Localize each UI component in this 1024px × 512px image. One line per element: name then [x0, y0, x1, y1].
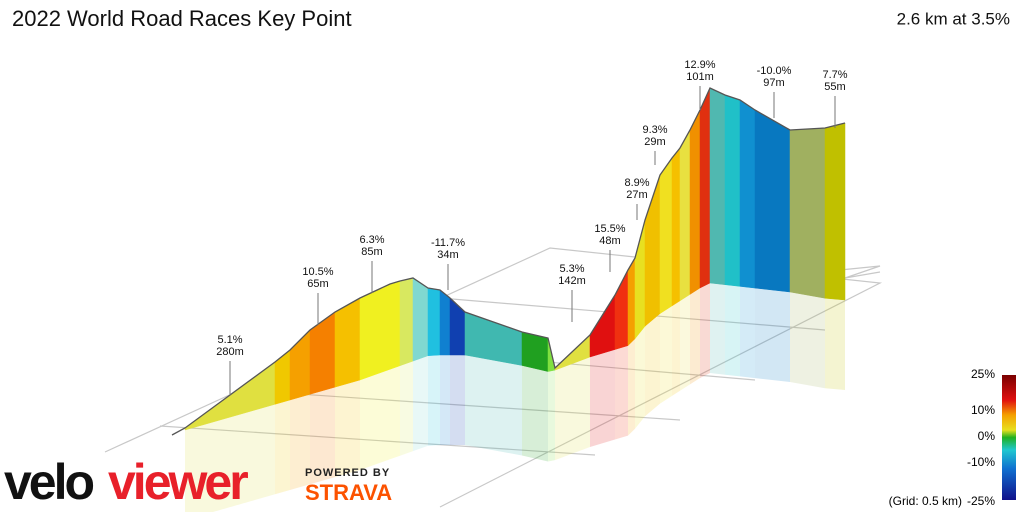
- powered-by: POWERED BY: [305, 467, 390, 479]
- gradient-label: 15.5%: [594, 223, 625, 235]
- gradient-label: 8.9%: [624, 177, 649, 189]
- gradient-strip: [709, 87, 726, 285]
- distance-label: 85m: [361, 246, 382, 258]
- gradient-strip: [659, 157, 673, 315]
- gradient-strip: [739, 99, 756, 289]
- legend-label: -10%: [967, 455, 995, 469]
- summary: 2.6 km at 3.5%: [897, 9, 1010, 28]
- reflection: [672, 300, 680, 396]
- reflection: [660, 305, 672, 404]
- reflection: [628, 338, 635, 436]
- reflection: [555, 357, 590, 461]
- gradient-strip: [427, 287, 441, 356]
- gradient-strip: [699, 87, 711, 289]
- reflection: [725, 284, 740, 377]
- gradient-label: -11.7%: [431, 237, 465, 249]
- reflection: [465, 355, 522, 456]
- reflection: [790, 292, 825, 389]
- reflection: [590, 349, 615, 447]
- distance-label: 101m: [686, 71, 714, 83]
- reflection: [360, 369, 390, 470]
- reflection: [310, 387, 335, 485]
- gradient-strip: [359, 283, 391, 381]
- gradient-strip: [824, 122, 846, 301]
- distance-label: 280m: [216, 346, 244, 358]
- reflection: [440, 355, 450, 445]
- distance-label: 34m: [437, 249, 458, 261]
- gradient-strip: [274, 349, 291, 405]
- gradient-strip: [334, 297, 361, 388]
- reflection: [413, 355, 428, 452]
- gradient-strip: [627, 257, 636, 347]
- gradient-label: 7.7%: [822, 69, 847, 81]
- reflection: [390, 365, 400, 460]
- reflection: [825, 298, 845, 390]
- reflection: [275, 400, 290, 495]
- legend-label: 0%: [978, 429, 996, 443]
- gradient-label: 6.3%: [359, 234, 384, 246]
- gradient-strip: [521, 331, 549, 372]
- reflection: [740, 286, 755, 379]
- gradient-strip: [671, 147, 681, 307]
- gradient-label: 5.1%: [217, 334, 242, 346]
- gradient-label: 9.3%: [642, 124, 667, 136]
- reflection: [615, 345, 628, 440]
- gradient-strip: [724, 94, 741, 287]
- gradient-strip: [439, 289, 451, 356]
- profile-outline: [171, 87, 846, 436]
- reflection: [680, 294, 690, 391]
- logo-viewer: viewer: [108, 454, 248, 510]
- legend-label: 10%: [971, 403, 995, 417]
- reflection: [522, 365, 548, 462]
- distance-label: 65m: [307, 278, 328, 290]
- gradient-label: -10.0%: [757, 65, 792, 77]
- gradient-strip: [449, 297, 466, 356]
- reflection: [290, 394, 310, 490]
- gradient-label: 10.5%: [302, 266, 333, 278]
- logo-velo: velo: [4, 454, 94, 510]
- gradient-strip: [399, 277, 414, 367]
- gradient-strip: [589, 294, 616, 358]
- annotations: 5.1%280m 10.5%65m 6.3%85m -11.7%34m 5.3%142m…: [216, 59, 848, 395]
- distance-label: 142m: [558, 275, 586, 287]
- strava: STRAVA: [305, 480, 392, 505]
- reflection: [400, 361, 413, 456]
- distance-label: 55m: [824, 81, 845, 93]
- gradient-label: 5.3%: [559, 263, 584, 275]
- gradient-strip: [789, 127, 826, 299]
- gradient-strip: [679, 129, 691, 302]
- reflection: [690, 288, 700, 385]
- legend-label: -25%: [967, 494, 995, 508]
- profile-ribbon: [171, 87, 846, 512]
- gradient-strip: [689, 109, 701, 295]
- distance-label: 48m: [599, 235, 620, 247]
- reflection: [548, 370, 555, 462]
- gradient-strip: [412, 277, 429, 362]
- reflection: [645, 313, 660, 417]
- distance-label: 27m: [626, 189, 647, 201]
- title: 2022 World Road Races Key Point: [12, 6, 352, 31]
- reflection: [710, 283, 725, 375]
- legend-label: 25%: [971, 367, 995, 381]
- reflection: [700, 283, 710, 378]
- reflection: [635, 326, 645, 429]
- gradient-label: 12.9%: [684, 59, 715, 71]
- distance-label: 97m: [763, 77, 784, 89]
- reflection: [428, 355, 440, 446]
- reflection: [755, 288, 790, 382]
- logo: velo viewer POWERED BY STRAVA: [4, 454, 392, 510]
- grid-note: (Grid: 0.5 km): [889, 494, 962, 508]
- gradient-strip: [389, 280, 401, 370]
- reflection: [335, 380, 360, 478]
- reflection: [450, 355, 465, 445]
- gradient-strip: [754, 109, 791, 293]
- distance-label: 29m: [644, 136, 665, 148]
- gradient-strip: [309, 311, 336, 395]
- legend-bar: [1002, 375, 1016, 500]
- legend: 25% 10% 0% -10% -25% (Grid: 0.5 km): [889, 367, 1016, 508]
- reflection: [185, 404, 275, 512]
